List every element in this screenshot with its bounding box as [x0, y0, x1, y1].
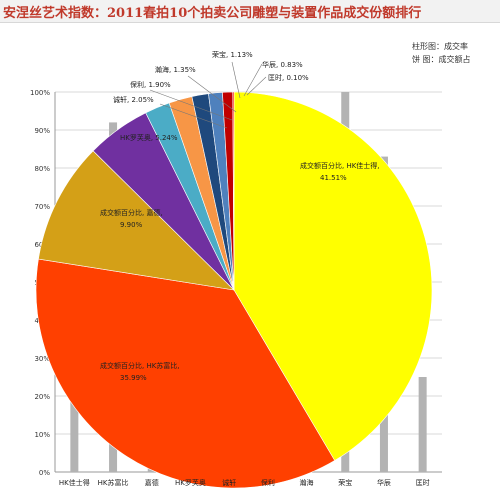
y-tick-label: 90% — [34, 127, 50, 135]
x-tick-label: HK苏富比 — [98, 478, 129, 487]
pie-label: 成交额百分比, HK佳士得, 41.51% — [300, 161, 380, 182]
leader-line — [246, 76, 267, 96]
pie-label: 诚轩, 2.05% — [113, 95, 154, 104]
pie-slice — [232, 91, 235, 291]
bar — [418, 377, 427, 472]
leader-line — [149, 89, 233, 121]
leader-line — [231, 61, 241, 99]
x-tick-label: 诚轩 — [222, 478, 236, 487]
y-tick-label: 10% — [34, 431, 50, 439]
x-tick-label: 荣宝 — [338, 478, 352, 487]
legend-pie-entry: 饼 图：成交额占 — [412, 55, 471, 64]
x-tick-label: 瀚海 — [300, 478, 314, 487]
pie-label: 华辰, 0.83% — [262, 60, 303, 69]
x-tick-label: 保利 — [261, 478, 275, 487]
y-tick-label: 0% — [39, 469, 50, 477]
y-tick-label: 20% — [34, 393, 50, 401]
pie-slice — [35, 258, 336, 489]
legend-bar-entry: 柱形图：成交率 — [412, 42, 468, 51]
chart-title: 安涅丝艺术指数：2011春拍10个拍卖公司雕塑与装置作品成交份额排行 — [3, 6, 422, 21]
x-tick-label: 匡时 — [416, 478, 430, 487]
y-tick-label: 80% — [34, 165, 50, 173]
pie-label: 保利, 1.90% — [130, 80, 171, 89]
y-tick-label: 70% — [34, 203, 50, 211]
pie-label: HK罗芙奥, 5.24% — [120, 133, 178, 142]
legend: 柱形图：成交率 饼 图：成交额占 — [412, 40, 471, 66]
x-tick-label: 华辰 — [377, 478, 391, 487]
pie-label: 成交额百分比, 嘉德, 9.90% — [100, 208, 163, 229]
pie-label: 瀚海, 1.35% — [155, 65, 196, 74]
x-tick-label: 嘉德 — [145, 478, 159, 487]
y-tick-label: 100% — [30, 89, 50, 97]
leader-line — [243, 63, 263, 97]
leader-line — [159, 103, 228, 129]
title-bar: 安涅丝艺术指数：2011春拍10个拍卖公司雕塑与装置作品成交份额排行 — [0, 0, 500, 23]
leader-line — [187, 75, 237, 113]
pie-label: 成交额百分比, HK苏富比, 35.99% — [100, 361, 180, 382]
x-tick-label: HK罗芙奥 — [175, 478, 206, 487]
x-tick-label: HK佳士得 — [59, 478, 90, 487]
pie-slice — [38, 150, 235, 291]
pie-label: 荣宝, 1.13% — [212, 50, 253, 59]
y-tick-label: 30% — [34, 355, 50, 363]
pie-label: 匡时, 0.10% — [268, 73, 309, 82]
pie-slice — [233, 91, 433, 461]
